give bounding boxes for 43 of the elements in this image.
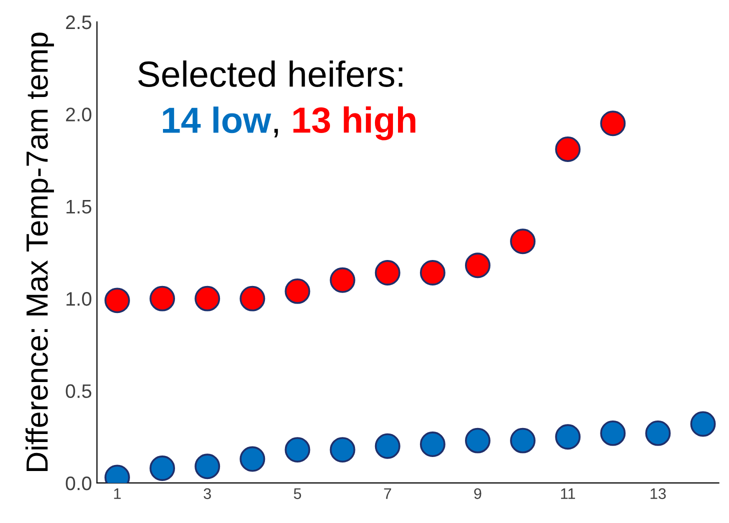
point [510,428,536,454]
x-tick-label: 3 [204,488,211,500]
x-tick-label: 5 [294,488,302,500]
point [555,136,581,162]
y-tick-label: 2.0 [66,108,92,122]
y-tick-label: 0.0 [66,476,92,490]
point [600,110,626,136]
point [374,260,400,286]
point [420,432,446,457]
x-tick-label: 13 [650,488,666,500]
y-axis-title: Difference: Max Temp-7am temp [25,32,54,472]
point [150,286,176,312]
point [150,456,176,481]
point [284,278,310,304]
point [330,437,356,463]
y-tick-label: 1.5 [66,200,92,214]
text: Selected heifers: [138,60,402,87]
point [420,260,446,286]
point [240,446,266,472]
point [330,267,356,293]
x-tick-label: 7 [384,488,392,499]
point [104,288,130,314]
y-tick-label: 2.5 [66,15,92,30]
point [600,420,626,446]
point [194,454,220,480]
y-tick-label: 0.5 [66,384,92,398]
text: 14 low [162,106,272,134]
text: 13 high [293,106,416,140]
x-tick-label: 1 [114,488,121,499]
point [374,433,400,459]
x-tick-label: 9 [474,488,482,500]
point [555,424,581,450]
point [464,428,490,454]
y-tick-label: 1.0 [66,292,92,306]
point [194,286,220,312]
point [645,420,671,446]
point [510,228,536,254]
x-tick-label: 11 [561,488,576,499]
point [690,411,716,437]
point [240,286,266,312]
annotation: , [274,128,278,138]
point [284,437,310,463]
point [464,252,490,278]
